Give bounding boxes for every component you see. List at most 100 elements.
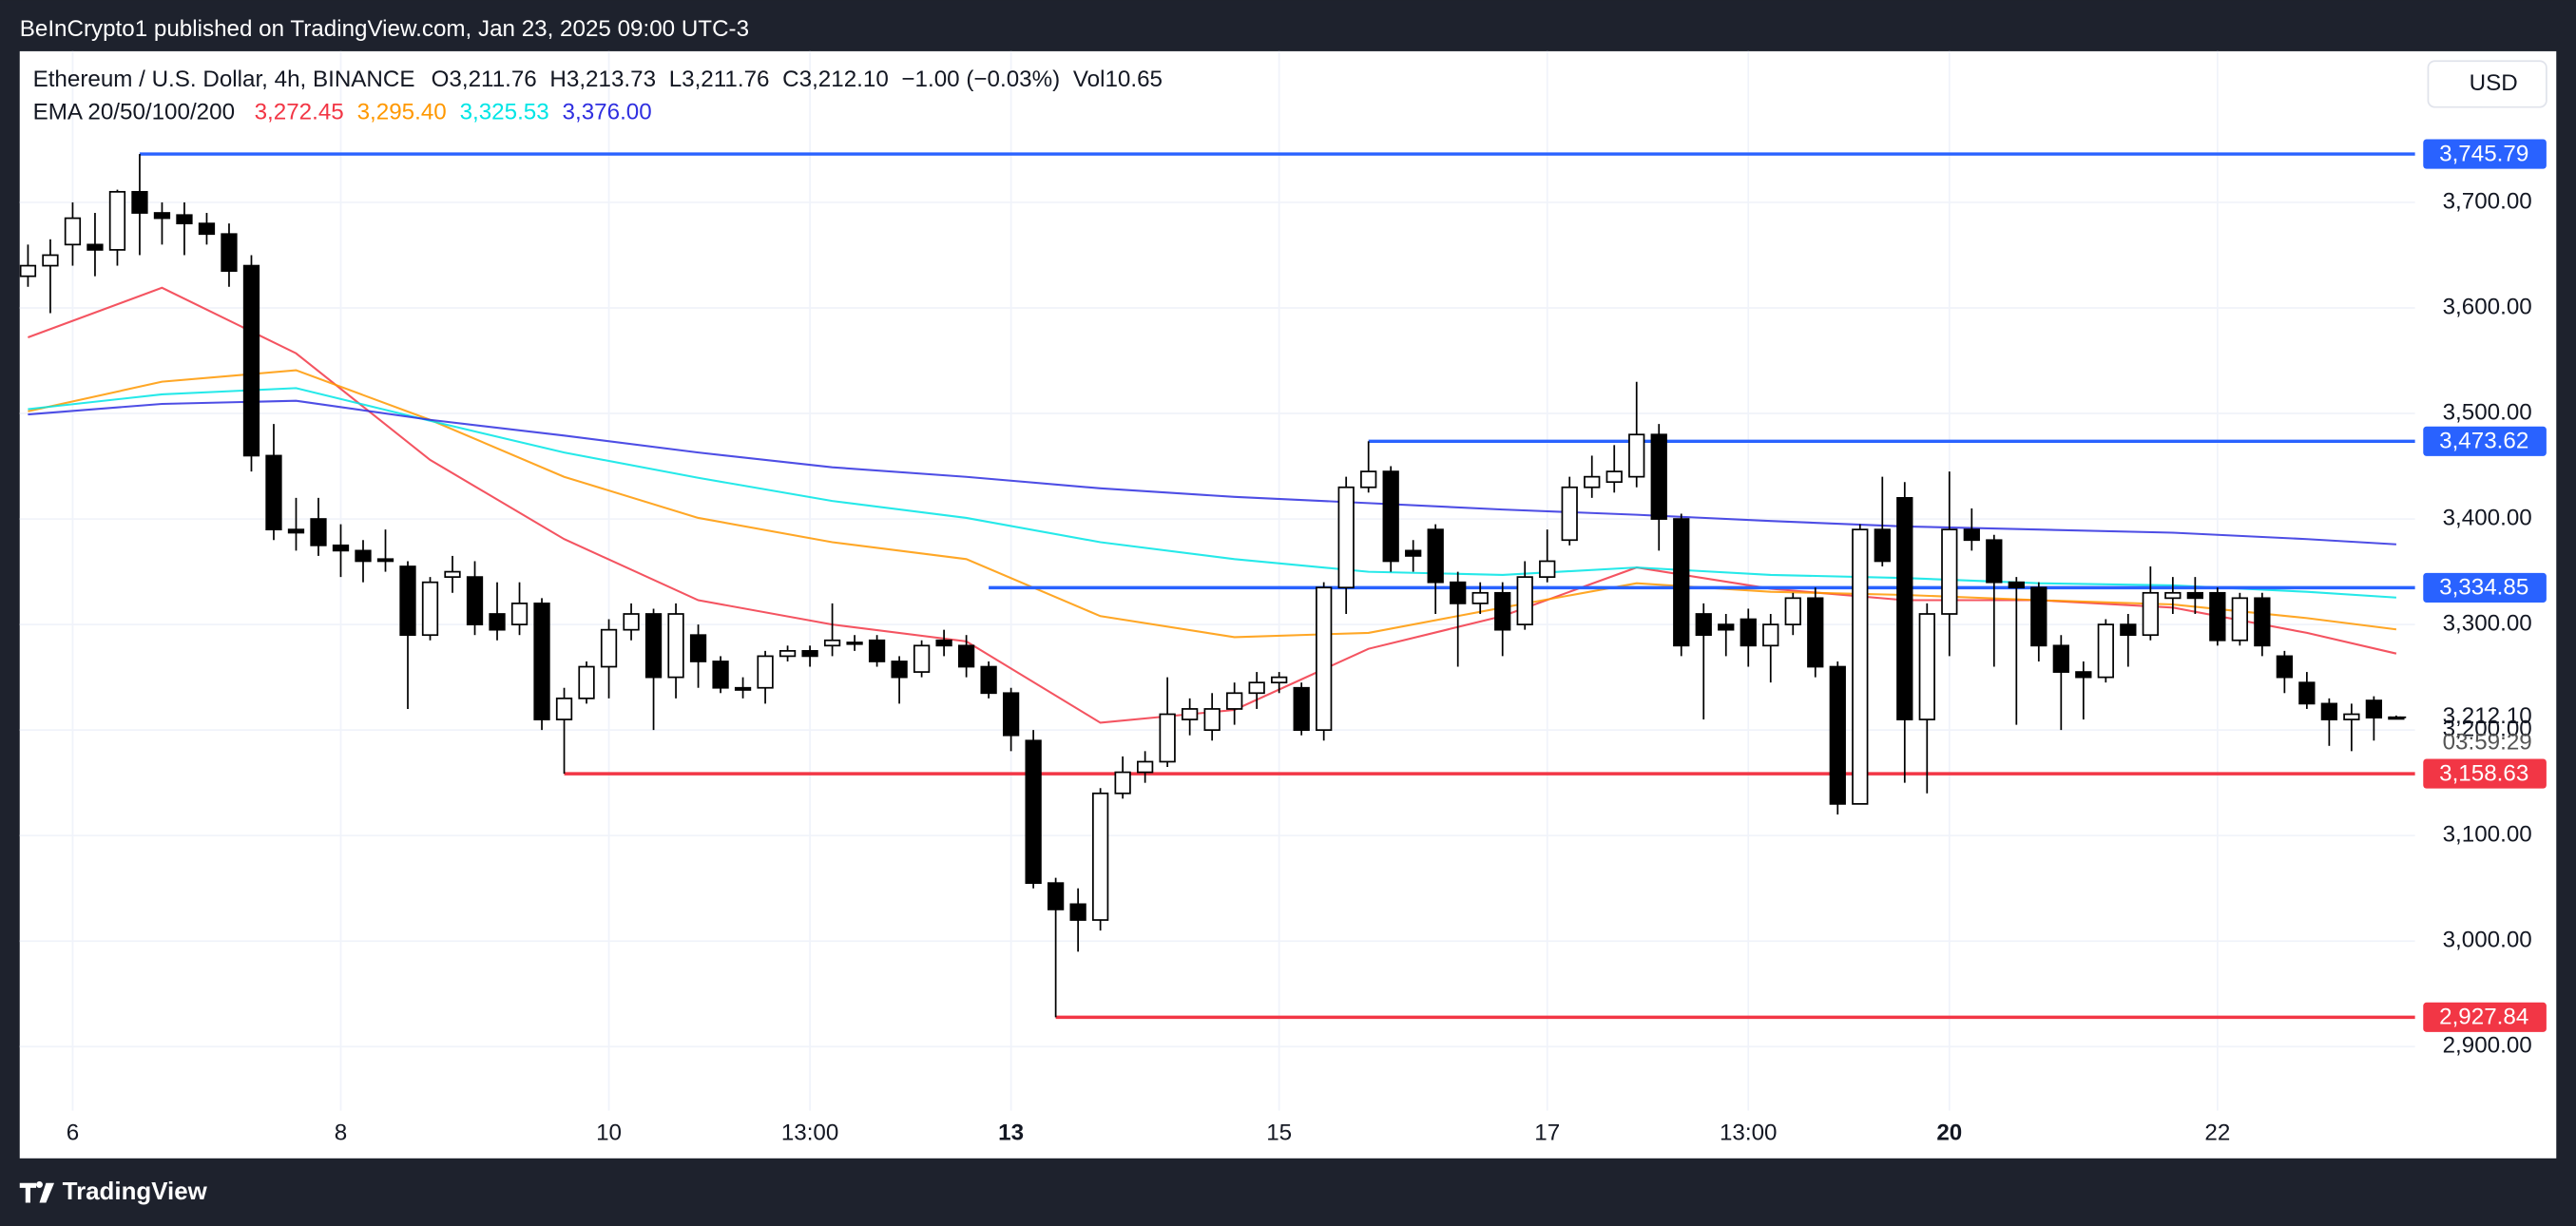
candle-body [153,212,171,220]
x-tick-label: 13:00 [781,1120,839,1145]
countdown: 03:59:29 [2443,730,2532,756]
candle-body [600,628,618,668]
candle-body [913,644,931,673]
candle-body [198,222,216,236]
brand: TradingView [63,1178,208,1205]
candle-body [1807,597,1824,668]
candle-body [1605,470,1623,484]
ema-value: 3,272.45 [255,100,344,125]
candle-body [466,576,484,625]
candle-body [1091,792,1109,921]
y-tick-label: 3,200.00 [2443,717,2532,742]
candle-body [1963,528,1980,542]
volume: Vol10.65 [1073,67,1163,92]
candle-body [1539,560,1556,578]
change: −1.00 (−0.03%) [901,67,1060,92]
y-tick-label: 3,400.00 [2443,505,2532,530]
currency[interactable]: USD [2470,70,2518,96]
candle-body [2075,671,2092,679]
candle-body [332,544,350,552]
candle-body [2298,681,2316,705]
candle-body [1248,681,1265,695]
candle-body [1382,470,1399,563]
candles [19,154,2405,1018]
candle-body [734,686,752,691]
candle-body [1784,597,1801,625]
candle-body [957,644,975,668]
candle-body [533,603,550,720]
x-tick-label: 17 [1534,1120,1560,1145]
candle-body [510,603,529,625]
x-tick-label: 6 [67,1120,79,1145]
level-label: 3,473.62 [2439,429,2528,454]
y-tick-label: 2,900.00 [2443,1033,2532,1059]
candle-body [1874,528,1891,563]
candle-body [1471,591,1489,604]
last-price-label: 3,212.10 [2443,703,2532,729]
symbol: Ethereum / U.S. Dollar, 4h, BINANCE [33,67,415,92]
candle-body [1025,739,1042,885]
currency-button[interactable] [2427,60,2547,108]
candle-body [1673,518,1690,647]
candle-body [2052,644,2069,673]
x-tick-label: 15 [1266,1120,1292,1145]
axes: 2,900.00 3,000.00 3,100.00 3,200.00 3,300.00… [67,139,2547,1145]
candle-body [131,190,148,214]
candle-body [1047,882,1065,910]
candle-body [623,613,640,631]
level-label: 3,158.63 [2439,760,2528,786]
candle-body [176,214,193,225]
candle-body [399,565,416,637]
candle-body [444,570,461,578]
candle-body [779,649,797,658]
y-tick-label: 3,600.00 [2443,294,2532,319]
candle-body [1740,618,1757,647]
candle-body [2365,699,2383,718]
candle-body [1069,903,1086,921]
level-tag [2423,139,2547,169]
candle-body [42,254,59,267]
x-tick-label: 8 [335,1120,347,1145]
y-tick-label: 3,700.00 [2443,188,2532,214]
candle-body [1896,496,1913,720]
candle-body [1561,486,1578,542]
candle-body [64,217,82,246]
x-tick-label: 20 [1936,1120,1962,1145]
candle-body [868,639,886,662]
grid [19,50,2415,1111]
x-tick-label: 13:00 [1720,1120,1778,1145]
candle-body [1182,708,1199,720]
candle-body [87,243,104,251]
candle-body [310,518,327,546]
candle-body [2231,597,2248,642]
candle-body [1427,528,1444,584]
candle-body [2030,586,2047,647]
candle-body [265,454,282,531]
candle-body [823,639,841,647]
ohlc: C3,212.10 [782,67,889,92]
published: BeInCrypto1 published on TradingView.com… [20,16,749,42]
candle-body [555,697,573,720]
candle-body [421,581,439,637]
candle-body [2186,591,2203,600]
ohlc: L3,211.76 [669,67,770,92]
ema-value: 3,325.53 [460,100,549,125]
candle-body [1159,713,1176,763]
ema-value: 3,376.00 [563,100,652,125]
candle-body [108,190,126,251]
candle-body [2008,581,2025,589]
candle-body [2276,655,2294,679]
candle-body [287,528,305,534]
candle-body [2254,597,2271,647]
candle-body [221,233,238,272]
candle-body [2120,623,2137,637]
level-tag [2423,758,2547,789]
candle-body [757,655,774,689]
candle-body [801,649,818,658]
level-label: 3,334.85 [2439,575,2528,601]
ema-line [28,399,2396,546]
candle-body [1293,686,1310,732]
candle-body [1852,528,1869,805]
